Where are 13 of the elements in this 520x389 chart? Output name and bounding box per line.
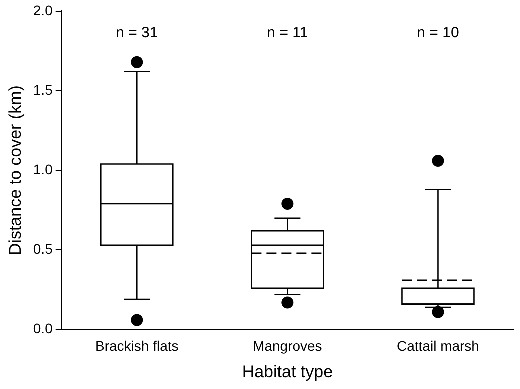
y-axis-title: Distance to cover (km) [6, 86, 25, 256]
annotation: n = 11 [267, 24, 308, 42]
y-tick-label: 1.5 [33, 82, 54, 98]
annotation: n = 31 [116, 24, 158, 42]
x-tick-label: Cattail marsh [396, 338, 480, 354]
x-axis-title: Habitat type [242, 362, 334, 382]
x-tick-label: Brackish flats [96, 338, 179, 354]
annotation: n = 10 [417, 24, 460, 42]
y-tick-label: 0.0 [33, 320, 54, 337]
x-tick-label: Mangroves [253, 338, 322, 354]
y-tick-label: 2.0 [33, 2, 54, 18]
y-tick-label: 0.5 [33, 241, 54, 258]
y-tick-label: 1.0 [33, 161, 54, 178]
